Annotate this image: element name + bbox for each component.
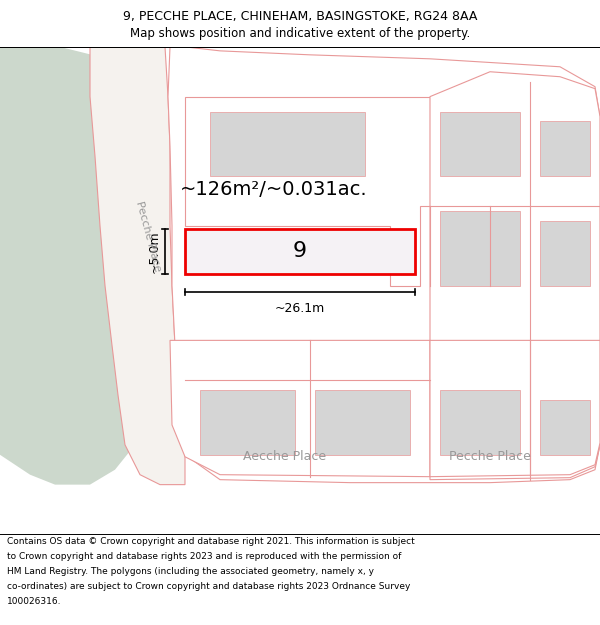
Bar xyxy=(185,229,415,274)
Text: 100026316.: 100026316. xyxy=(7,598,62,606)
Polygon shape xyxy=(0,47,152,484)
Bar xyxy=(440,211,520,286)
Bar xyxy=(440,390,520,455)
Bar xyxy=(440,111,520,176)
Text: ~5.0m: ~5.0m xyxy=(148,230,161,272)
Text: ~26.1m: ~26.1m xyxy=(275,302,325,314)
Polygon shape xyxy=(168,47,600,483)
Text: to Crown copyright and database rights 2023 and is reproduced with the permissio: to Crown copyright and database rights 2… xyxy=(7,552,401,561)
Text: co-ordinates) are subject to Crown copyright and database rights 2023 Ordnance S: co-ordinates) are subject to Crown copyr… xyxy=(7,582,410,591)
Bar xyxy=(540,221,590,286)
Polygon shape xyxy=(430,72,600,479)
Text: ~126m²/~0.031ac.: ~126m²/~0.031ac. xyxy=(180,179,368,199)
Text: Pecche Place: Pecche Place xyxy=(449,450,531,463)
Text: Aecche Place: Aecche Place xyxy=(244,450,326,463)
Text: Contains OS data © Crown copyright and database right 2021. This information is : Contains OS data © Crown copyright and d… xyxy=(7,538,415,546)
Text: HM Land Registry. The polygons (including the associated geometry, namely x, y: HM Land Registry. The polygons (includin… xyxy=(7,568,374,576)
Bar xyxy=(540,121,590,176)
Bar xyxy=(200,390,295,455)
Text: Map shows position and indicative extent of the property.: Map shows position and indicative extent… xyxy=(130,28,470,40)
Polygon shape xyxy=(90,47,185,484)
Bar xyxy=(210,111,365,176)
Text: 9, PECCHE PLACE, CHINEHAM, BASINGSTOKE, RG24 8AA: 9, PECCHE PLACE, CHINEHAM, BASINGSTOKE, … xyxy=(123,10,477,23)
Bar xyxy=(315,390,410,455)
Polygon shape xyxy=(170,341,430,477)
Text: 9: 9 xyxy=(293,241,307,261)
Polygon shape xyxy=(185,97,430,286)
Polygon shape xyxy=(430,341,600,477)
Text: Pecche Place: Pecche Place xyxy=(134,199,162,272)
Bar xyxy=(540,400,590,455)
